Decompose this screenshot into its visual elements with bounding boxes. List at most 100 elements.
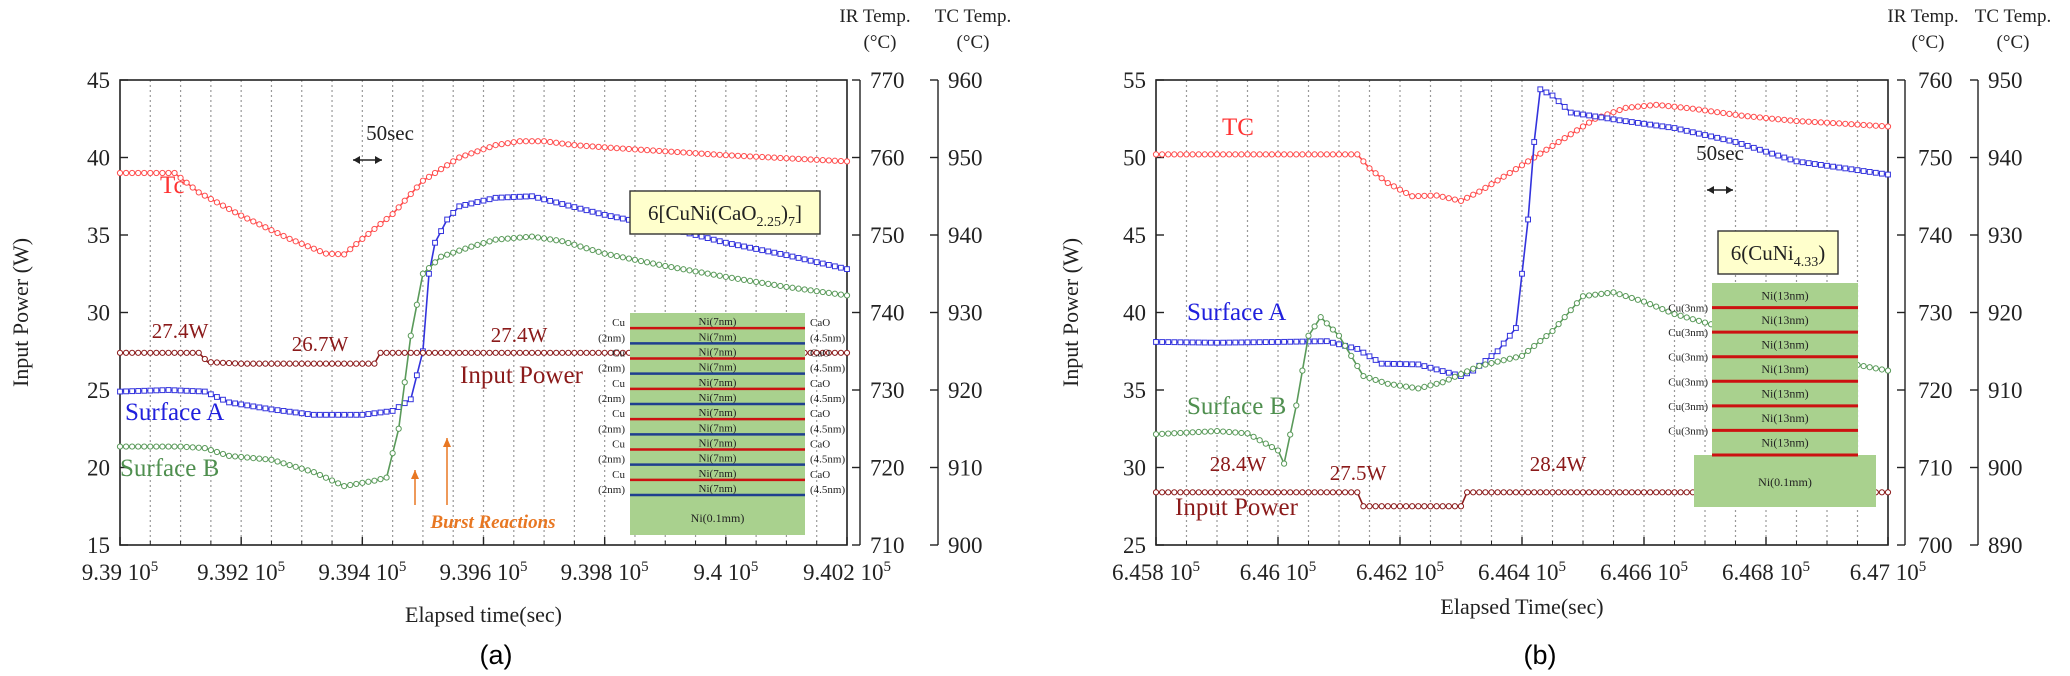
- surface-b-point: [1482, 361, 1489, 368]
- input-power-point: [141, 349, 148, 356]
- tc-point: [1543, 146, 1550, 153]
- layer-right-label: CaO: [810, 469, 830, 481]
- input-power-point: [1531, 489, 1538, 496]
- tc-point: [625, 145, 633, 153]
- ir-axis-unit: (°C): [864, 32, 897, 53]
- input-power-point: [1226, 489, 1233, 496]
- surface-b-point: [1287, 431, 1294, 438]
- tc-tick-label: 920: [1988, 301, 2023, 326]
- surface-a-point: [583, 207, 590, 214]
- input-power-point: [129, 349, 136, 356]
- input-power-point: [1403, 503, 1410, 510]
- input-power-point: [171, 349, 178, 356]
- surface-b-point: [553, 237, 560, 244]
- tc-point: [1195, 151, 1202, 158]
- surface-a-point: [1439, 368, 1446, 374]
- surface-a-point: [244, 402, 251, 409]
- surface-b-point: [1610, 289, 1617, 296]
- tc-point: [153, 169, 160, 177]
- surface-b-series-label: Surface B: [1187, 393, 1286, 420]
- sample-label: 6[CuNi(CaO2.25)7]: [648, 201, 802, 230]
- timescale-arrowheads: [353, 156, 382, 164]
- tc-point: [1872, 122, 1879, 129]
- surface-b-point: [244, 454, 251, 461]
- layer-inner-label: Ni(7nm): [699, 422, 737, 434]
- input-power-point: [1482, 489, 1489, 496]
- surface-a-point: [1726, 137, 1733, 144]
- ir-tick-label: 770: [870, 68, 905, 93]
- surface-b-point: [1531, 342, 1538, 350]
- surface-a-point: [704, 235, 711, 241]
- tc-point: [1500, 173, 1507, 180]
- tc-point: [437, 166, 445, 173]
- tc-point: [1549, 142, 1556, 149]
- surface-a-point: [335, 411, 342, 418]
- surface-b-point: [468, 243, 475, 250]
- surface-a-point: [317, 411, 323, 418]
- surface-a-point: [1299, 338, 1306, 345]
- surface-b-point: [686, 267, 693, 274]
- input-power-point: [365, 360, 372, 367]
- surface-a-point: [1372, 357, 1379, 363]
- surface-a-point: [510, 194, 517, 200]
- tc-point: [722, 152, 729, 159]
- surface-b-point: [1878, 366, 1886, 373]
- tc-point: [444, 162, 451, 169]
- surface-b-point: [462, 245, 469, 252]
- tc-point: [135, 169, 142, 177]
- tc-point: [1518, 162, 1526, 169]
- tc-point: [1256, 151, 1263, 158]
- surface-b-point: [419, 270, 427, 277]
- surface-a-point: [207, 391, 214, 398]
- surface-a-point: [1189, 339, 1196, 346]
- input-power-point: [1604, 489, 1611, 496]
- x-tick-label: 9.392 105: [197, 559, 285, 585]
- input-power-point: [450, 349, 457, 356]
- tc-point: [274, 229, 281, 237]
- tc-point: [486, 144, 493, 151]
- surface-a-point: [1226, 339, 1233, 346]
- input-power-point: [1207, 489, 1215, 496]
- x-tick-label: 6.47 105: [1850, 559, 1927, 585]
- layer-inner-label: Ni(13nm): [1761, 288, 1808, 302]
- surface-b-point: [1677, 312, 1684, 319]
- tc-point: [1506, 169, 1513, 177]
- input-power-point: [559, 349, 566, 356]
- tc-point: [686, 149, 693, 156]
- surface-b-point: [728, 274, 735, 281]
- tc-point: [183, 179, 190, 186]
- surface-b-point: [1268, 443, 1276, 451]
- surface-a-point: [1256, 339, 1263, 346]
- surface-b-point: [1159, 430, 1166, 437]
- ir-tick-label: 740: [870, 301, 905, 326]
- surface-b-point: [1647, 301, 1654, 308]
- surface-a-point: [123, 388, 129, 395]
- tc-point: [1884, 123, 1892, 130]
- tc-point: [819, 157, 826, 164]
- tc-point: [304, 243, 311, 250]
- tc-point: [141, 169, 148, 177]
- surface-a-point: [1537, 86, 1544, 93]
- surface-a-point: [129, 388, 136, 395]
- surface-a-point: [595, 210, 602, 217]
- layer-inner-label: Ni(7nm): [699, 362, 737, 374]
- surface-a-point: [1732, 139, 1739, 145]
- layer-stack-background: [630, 313, 805, 535]
- surface-a-point: [1696, 130, 1702, 137]
- surface-a-point: [413, 372, 420, 379]
- surface-b-point: [1634, 296, 1642, 303]
- input-power-point: [1335, 489, 1343, 496]
- surface-b-point: [225, 452, 233, 459]
- tc-point: [480, 146, 487, 153]
- input-power-point: [1549, 489, 1556, 496]
- tc-point: [431, 169, 439, 177]
- surface-b-point: [801, 286, 808, 293]
- input-power-point: [522, 349, 530, 356]
- input-power-point: [328, 360, 336, 367]
- surface-b-point: [498, 236, 505, 243]
- surface-a-point: [1775, 152, 1782, 159]
- surface-b-point: [1415, 385, 1422, 392]
- surface-a-point: [1238, 339, 1245, 346]
- tc-point: [286, 235, 293, 242]
- surface-a-point: [238, 401, 245, 408]
